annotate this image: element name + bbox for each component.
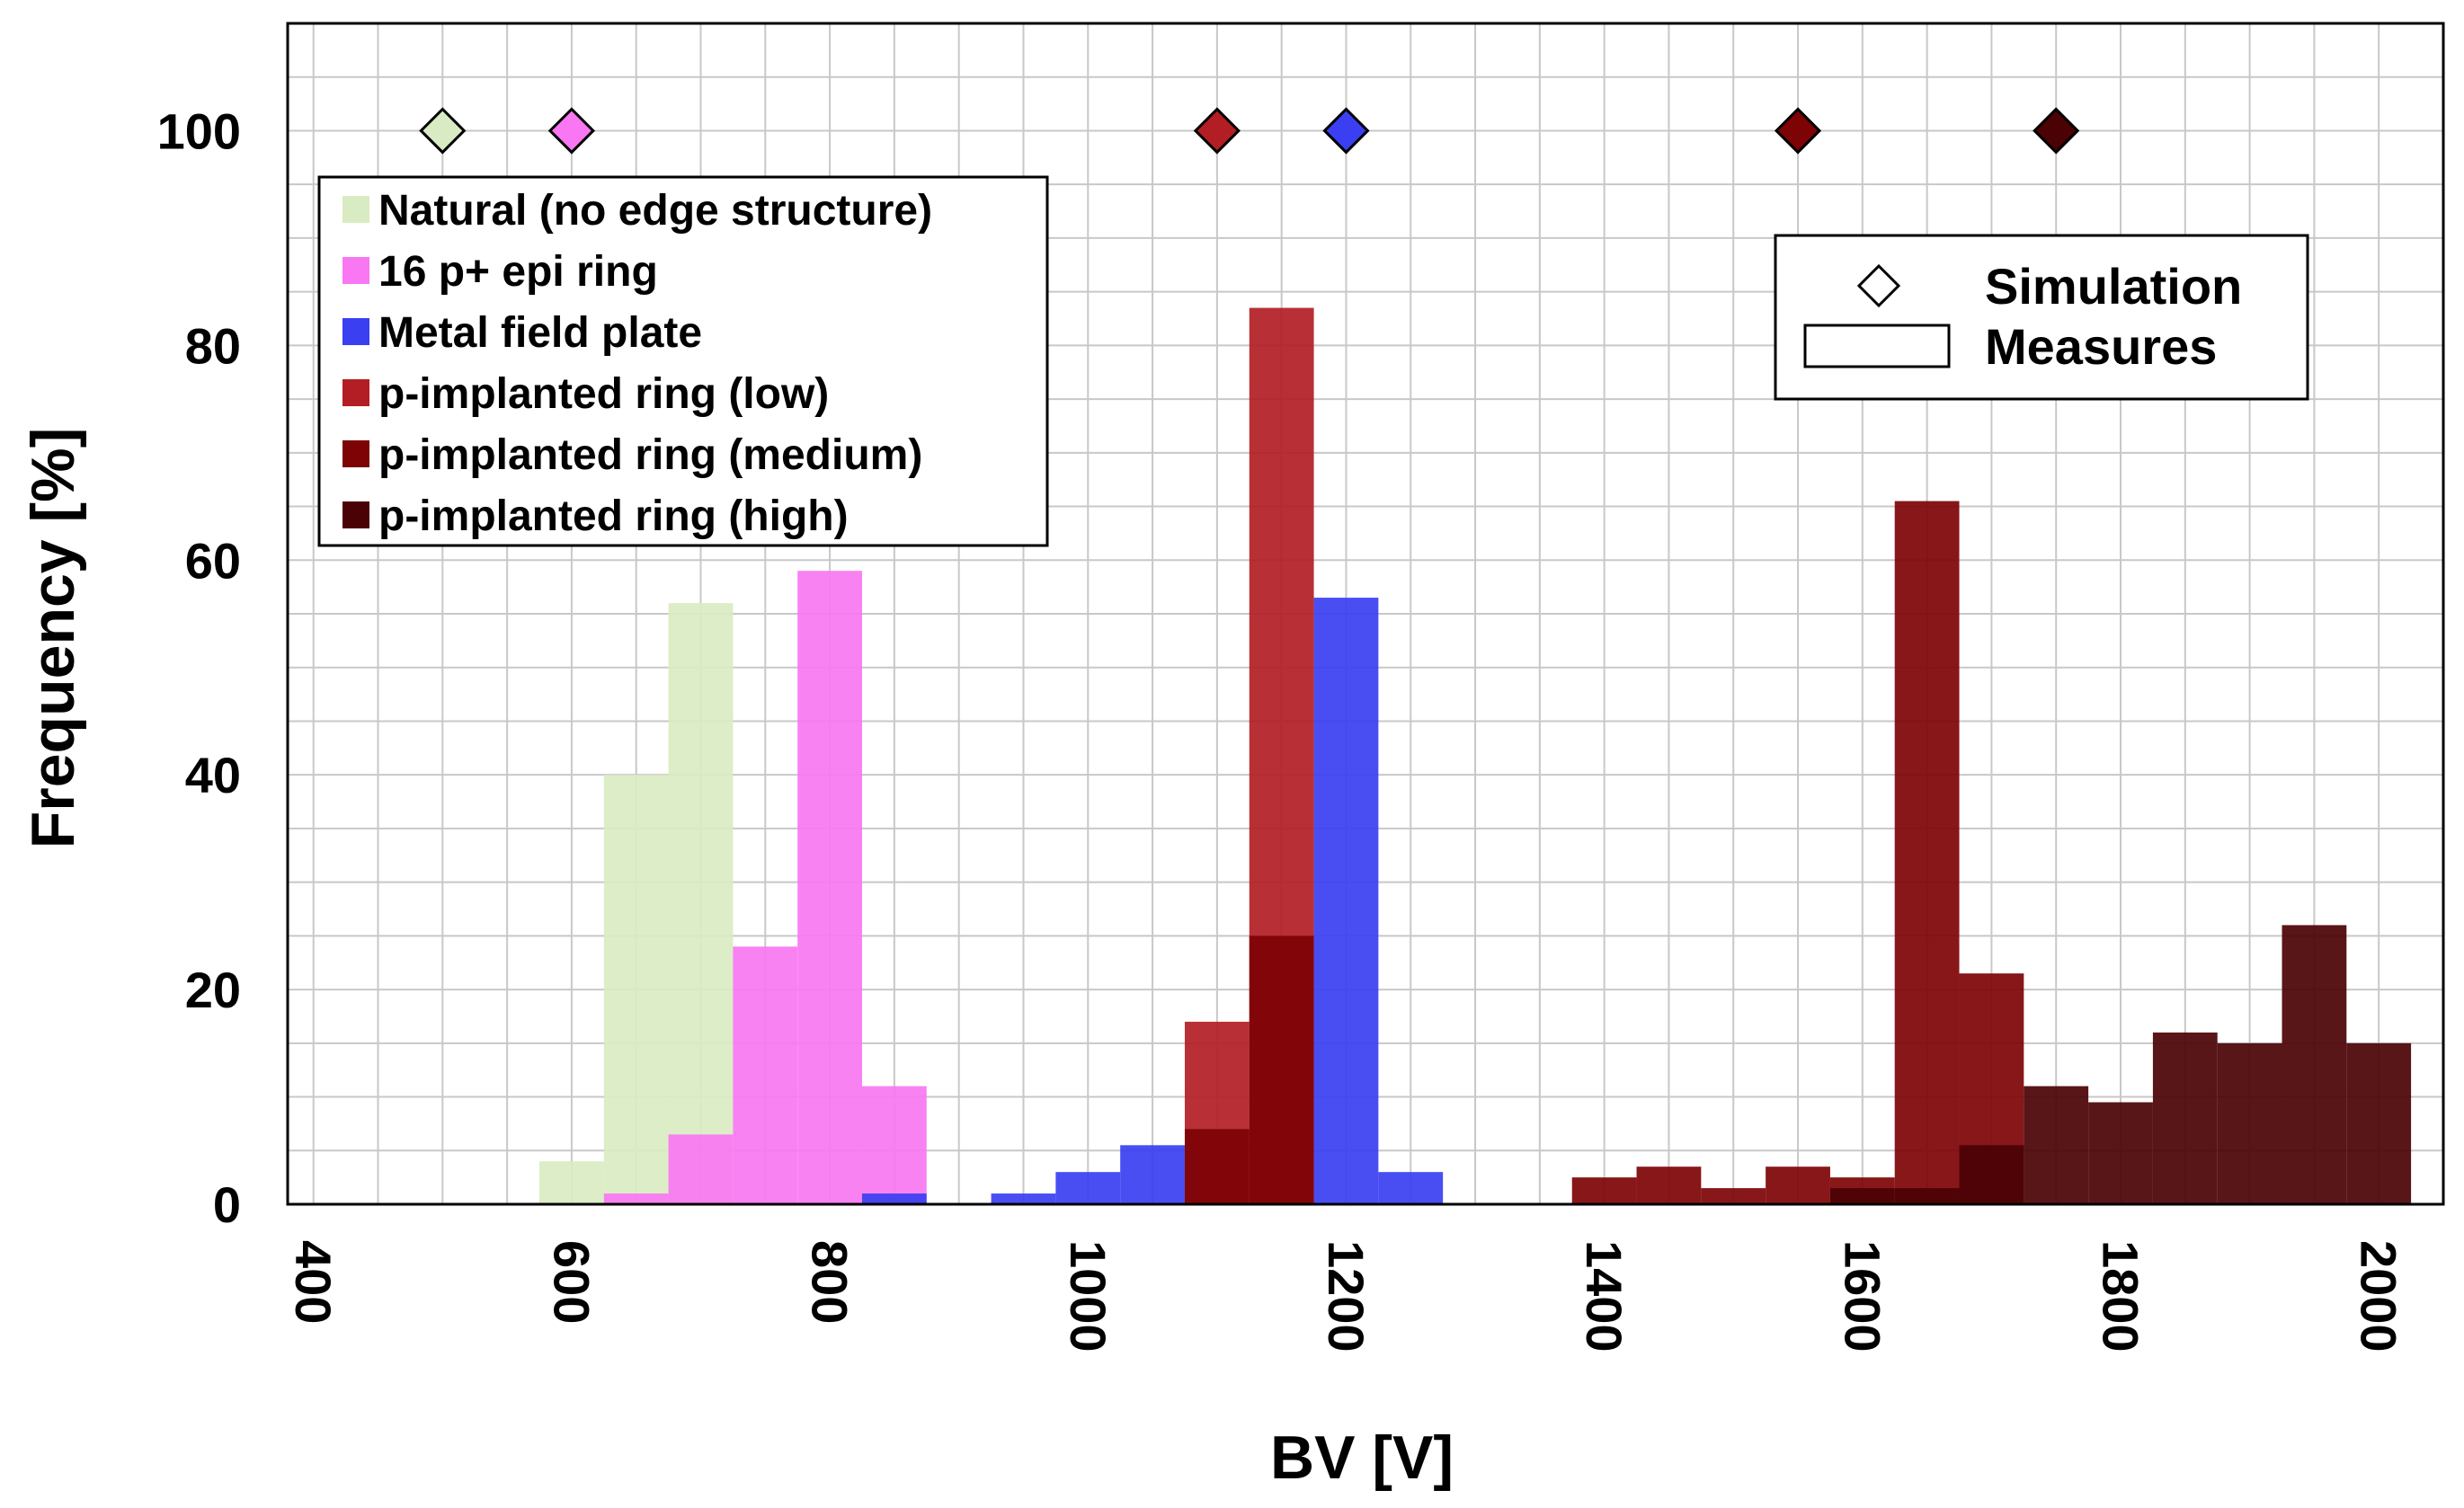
y-tick-label: 0 xyxy=(213,1176,241,1233)
legend-swatch xyxy=(342,501,369,528)
bar xyxy=(1313,598,1379,1204)
simulation-legend-icon xyxy=(1856,263,1901,308)
bar xyxy=(1378,1172,1444,1204)
simulation-marker xyxy=(419,107,467,155)
marker-legend-box xyxy=(1774,234,2309,401)
bar xyxy=(1055,1172,1121,1204)
legend-label: p-implanted ring (high) xyxy=(378,492,849,540)
x-tick-label: 1200 xyxy=(1318,1240,1374,1353)
bar xyxy=(2088,1102,2153,1204)
measures-legend-icon xyxy=(1803,324,1951,368)
y-tick-label: 40 xyxy=(185,747,241,803)
bar xyxy=(603,1193,669,1204)
legend-label: p-implanted ring (medium) xyxy=(378,431,922,479)
bar xyxy=(1120,1145,1185,1204)
y-tick-label: 60 xyxy=(185,532,241,589)
x-tick-label: 1800 xyxy=(2093,1240,2149,1353)
simulation-legend-label: Simulation xyxy=(1985,258,2242,315)
bar xyxy=(2217,1042,2282,1204)
legend-swatch xyxy=(342,257,369,284)
y-tick-labels: 0 20 40 60 80 100 xyxy=(157,102,241,1233)
plot-frame xyxy=(286,22,2445,1206)
legend-swatch xyxy=(342,196,369,223)
simulation-marker xyxy=(1774,107,1822,155)
legend-swatch xyxy=(342,379,369,406)
bar xyxy=(539,1161,604,1204)
bar xyxy=(1184,1129,1250,1204)
bar xyxy=(2024,1086,2089,1204)
y-tick-label: 20 xyxy=(185,962,241,1018)
bar xyxy=(1829,1188,1895,1204)
bar xyxy=(2282,925,2347,1204)
legend-swatch xyxy=(342,440,369,467)
x-tick-label: 2000 xyxy=(2351,1240,2407,1353)
bar xyxy=(1571,1177,1637,1204)
bar xyxy=(668,1134,734,1204)
y-tick-label: 100 xyxy=(157,102,241,159)
simulation-marker xyxy=(547,107,596,155)
simulation-marker xyxy=(2033,107,2080,155)
simulation-marker xyxy=(1193,107,1241,155)
bar xyxy=(668,603,734,1204)
x-axis-title: BV [V] xyxy=(1270,1424,1454,1492)
bar xyxy=(991,1193,1056,1204)
bar xyxy=(797,571,862,1204)
bar xyxy=(1766,1166,1830,1204)
bar xyxy=(1959,1145,2024,1204)
legend-label: 16 p+ epi ring xyxy=(378,248,658,296)
x-tick-label: 400 xyxy=(285,1240,342,1324)
y-axis-title: Frequency [%] xyxy=(19,428,87,849)
bar xyxy=(861,1193,927,1204)
legend-label: p-implanted ring (low) xyxy=(378,370,829,418)
x-tick-label: 1400 xyxy=(1576,1240,1632,1353)
bar xyxy=(1636,1166,1702,1204)
bar xyxy=(2346,1042,2412,1204)
simulation-marker xyxy=(1322,107,1370,155)
bar xyxy=(1249,936,1314,1204)
bars-layer xyxy=(539,307,2412,1204)
bar xyxy=(603,775,669,1204)
legend-label: Metal field plate xyxy=(378,309,702,357)
simulation-markers-layer xyxy=(419,107,2080,155)
x-tick-label: 1000 xyxy=(1060,1240,1116,1353)
x-tick-label: 600 xyxy=(543,1240,600,1324)
x-tick-labels: 400 600 800 1000 1200 1400 1600 1800 2000 xyxy=(285,1240,2406,1353)
bar xyxy=(1894,501,1960,1204)
legend-swatch xyxy=(342,318,369,345)
x-tick-label: 800 xyxy=(802,1240,858,1324)
legend-label: Natural (no edge structure) xyxy=(378,187,932,235)
x-tick-label: 1600 xyxy=(1834,1240,1890,1353)
series-legend: Natural (no edge structure) 16 p+ epi rin… xyxy=(317,175,1049,547)
bar xyxy=(861,1086,927,1204)
measures-legend-label: Measures xyxy=(1985,318,2217,375)
legend-box xyxy=(317,175,1049,547)
y-tick-label: 80 xyxy=(185,317,241,374)
bar xyxy=(2152,1032,2218,1204)
bar xyxy=(1894,1188,1960,1204)
bar xyxy=(1701,1188,1766,1204)
bar xyxy=(733,946,798,1204)
